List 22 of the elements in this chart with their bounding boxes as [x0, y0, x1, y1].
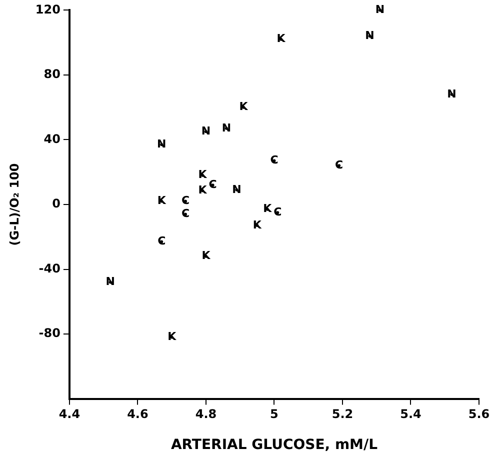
y-tick-label: -40: [38, 261, 60, 276]
series-label: C: [270, 154, 278, 167]
y-axis-title: (G-L)/O₂ 100: [7, 163, 22, 246]
x-tick-label: 4.8: [195, 407, 217, 422]
x-tick-label: 5.6: [468, 407, 490, 422]
text: C: [335, 158, 344, 172]
x-axis-title: ARTERIAL GLUCOSE, mM/L: [170, 437, 378, 454]
x-tick-label: 4.6: [127, 407, 148, 422]
text: C: [274, 205, 282, 218]
y-tick-label: 80: [44, 67, 60, 82]
text: C: [181, 207, 190, 220]
y-tick-label: 40: [44, 132, 60, 146]
x-tick-label: 5: [270, 407, 278, 422]
text: C: [181, 194, 190, 208]
y-tick-label: 0: [52, 196, 60, 211]
x-tick-label: 4.4: [58, 407, 80, 422]
y-tick-label: -80: [38, 326, 60, 340]
x-tick-label: 5.2: [332, 407, 354, 422]
text: C: [158, 234, 166, 248]
text: C: [208, 178, 217, 191]
x-tick-label: 5.4: [400, 407, 422, 422]
y-tick-label: 120: [35, 2, 60, 16]
